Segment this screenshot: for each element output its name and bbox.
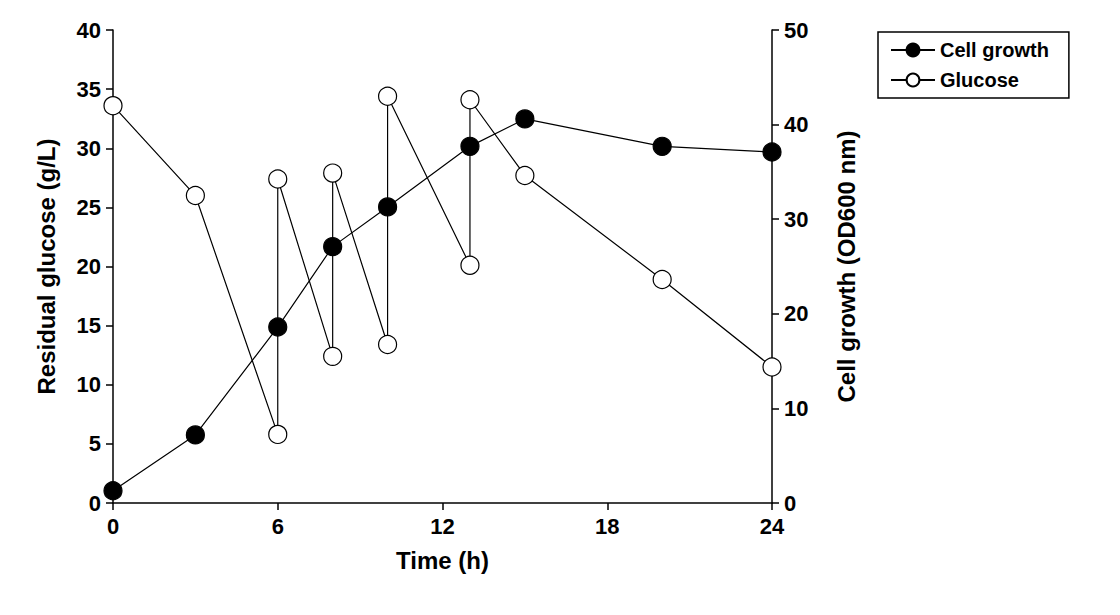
svg-text:5: 5 (89, 431, 101, 456)
svg-text:50: 50 (784, 18, 808, 43)
svg-text:24: 24 (760, 514, 785, 539)
svg-text:18: 18 (595, 514, 619, 539)
svg-text:Time (h): Time (h) (396, 547, 489, 574)
svg-text:15: 15 (77, 313, 101, 338)
svg-text:0: 0 (784, 491, 796, 516)
svg-text:0: 0 (89, 491, 101, 516)
svg-text:Residual glucose (g/L): Residual glucose (g/L) (33, 138, 60, 394)
svg-text:10: 10 (784, 396, 808, 421)
svg-text:30: 30 (784, 207, 808, 232)
svg-text:20: 20 (77, 254, 101, 279)
svg-text:40: 40 (77, 18, 101, 43)
svg-text:Cell growth: Cell growth (940, 39, 1049, 61)
svg-text:30: 30 (77, 136, 101, 161)
svg-text:35: 35 (77, 77, 101, 102)
svg-text:6: 6 (272, 514, 284, 539)
svg-text:40: 40 (784, 112, 808, 137)
svg-text:10: 10 (77, 372, 101, 397)
svg-text:20: 20 (784, 301, 808, 326)
svg-text:25: 25 (77, 195, 101, 220)
svg-text:12: 12 (430, 514, 454, 539)
svg-text:Cell growth (OD600 nm): Cell growth (OD600 nm) (833, 130, 860, 402)
svg-text:0: 0 (107, 514, 119, 539)
svg-text:Glucose: Glucose (940, 69, 1019, 91)
